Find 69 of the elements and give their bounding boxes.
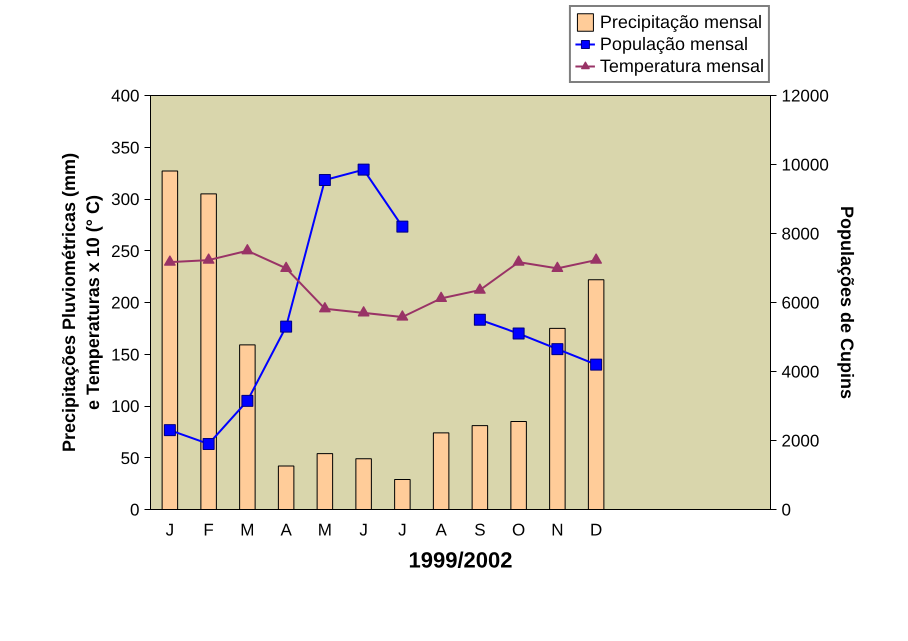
legend-label: Precipitação mensal [600, 11, 762, 33]
point [474, 283, 486, 294]
y-tick-label: 0 [130, 500, 140, 520]
y-tick-label: 100 [111, 397, 140, 416]
point [280, 261, 292, 272]
y2-tick-label: 0 [782, 500, 791, 520]
point [396, 310, 408, 321]
point [474, 314, 486, 326]
x-tick-label: J [398, 520, 407, 540]
x-tick-label: M [318, 520, 332, 540]
y2-tick-label: 12000 [782, 86, 829, 106]
bar [278, 466, 294, 510]
bar [472, 425, 488, 510]
point [202, 253, 215, 264]
x-tick-label: F [203, 520, 214, 540]
point [551, 343, 564, 356]
point [202, 438, 215, 450]
point [318, 174, 331, 186]
point [512, 255, 525, 266]
x-tick-label: J [359, 520, 368, 540]
x-tick-label: D [590, 520, 602, 540]
point [358, 306, 370, 317]
point [241, 244, 254, 254]
point [241, 394, 254, 407]
y-tick-label: 350 [111, 138, 140, 158]
point [280, 320, 292, 333]
point [435, 292, 448, 302]
point [551, 261, 564, 272]
bar [432, 432, 450, 510]
bar [316, 453, 334, 510]
legend-label: Temperatura mensal [600, 55, 764, 77]
bar [394, 478, 411, 510]
y2-tick-label: 10000 [782, 156, 829, 174]
legend-label: População mensal [600, 33, 748, 55]
y2-tick-label: 8000 [782, 224, 820, 244]
y-tick-label: 150 [111, 345, 140, 364]
bar [549, 328, 566, 510]
bar [510, 421, 527, 510]
y2-tick-label: 6000 [782, 294, 820, 312]
bar [355, 458, 372, 510]
point [396, 220, 408, 233]
bar [588, 279, 604, 510]
y-tick-label: 200 [111, 294, 140, 312]
point [164, 424, 176, 436]
y-tick-label: 250 [111, 242, 140, 261]
y-tick-label: 400 [111, 86, 140, 106]
point [358, 164, 370, 176]
x-tick-label: A [280, 520, 292, 540]
y2-tick-label: 4000 [782, 362, 820, 382]
x-tick-label: S [474, 520, 486, 540]
y-tick-label: 300 [111, 190, 140, 209]
point [164, 255, 176, 266]
bar [162, 170, 178, 510]
y-axis-title: Precipitações Pluviométricas (mm) e Temperaturas x 10 (° C) [59, 152, 104, 452]
point [318, 302, 331, 312]
x-tick-label: A [435, 520, 448, 540]
bar [239, 344, 256, 510]
x-tick-label: N [551, 520, 564, 540]
x-tick-label: J [166, 520, 174, 540]
y2-tick-label: 2000 [782, 432, 820, 450]
point [590, 253, 602, 264]
x-tick-label: O [512, 520, 526, 540]
point [512, 328, 525, 340]
point [590, 358, 602, 371]
x-tick-label: M [240, 520, 254, 540]
y2-axis-title: Populações de Cupins [836, 206, 857, 400]
y-tick-label: 50 [120, 448, 140, 468]
bar [200, 193, 217, 510]
x-axis-title: 1999/2002 [408, 548, 512, 572]
